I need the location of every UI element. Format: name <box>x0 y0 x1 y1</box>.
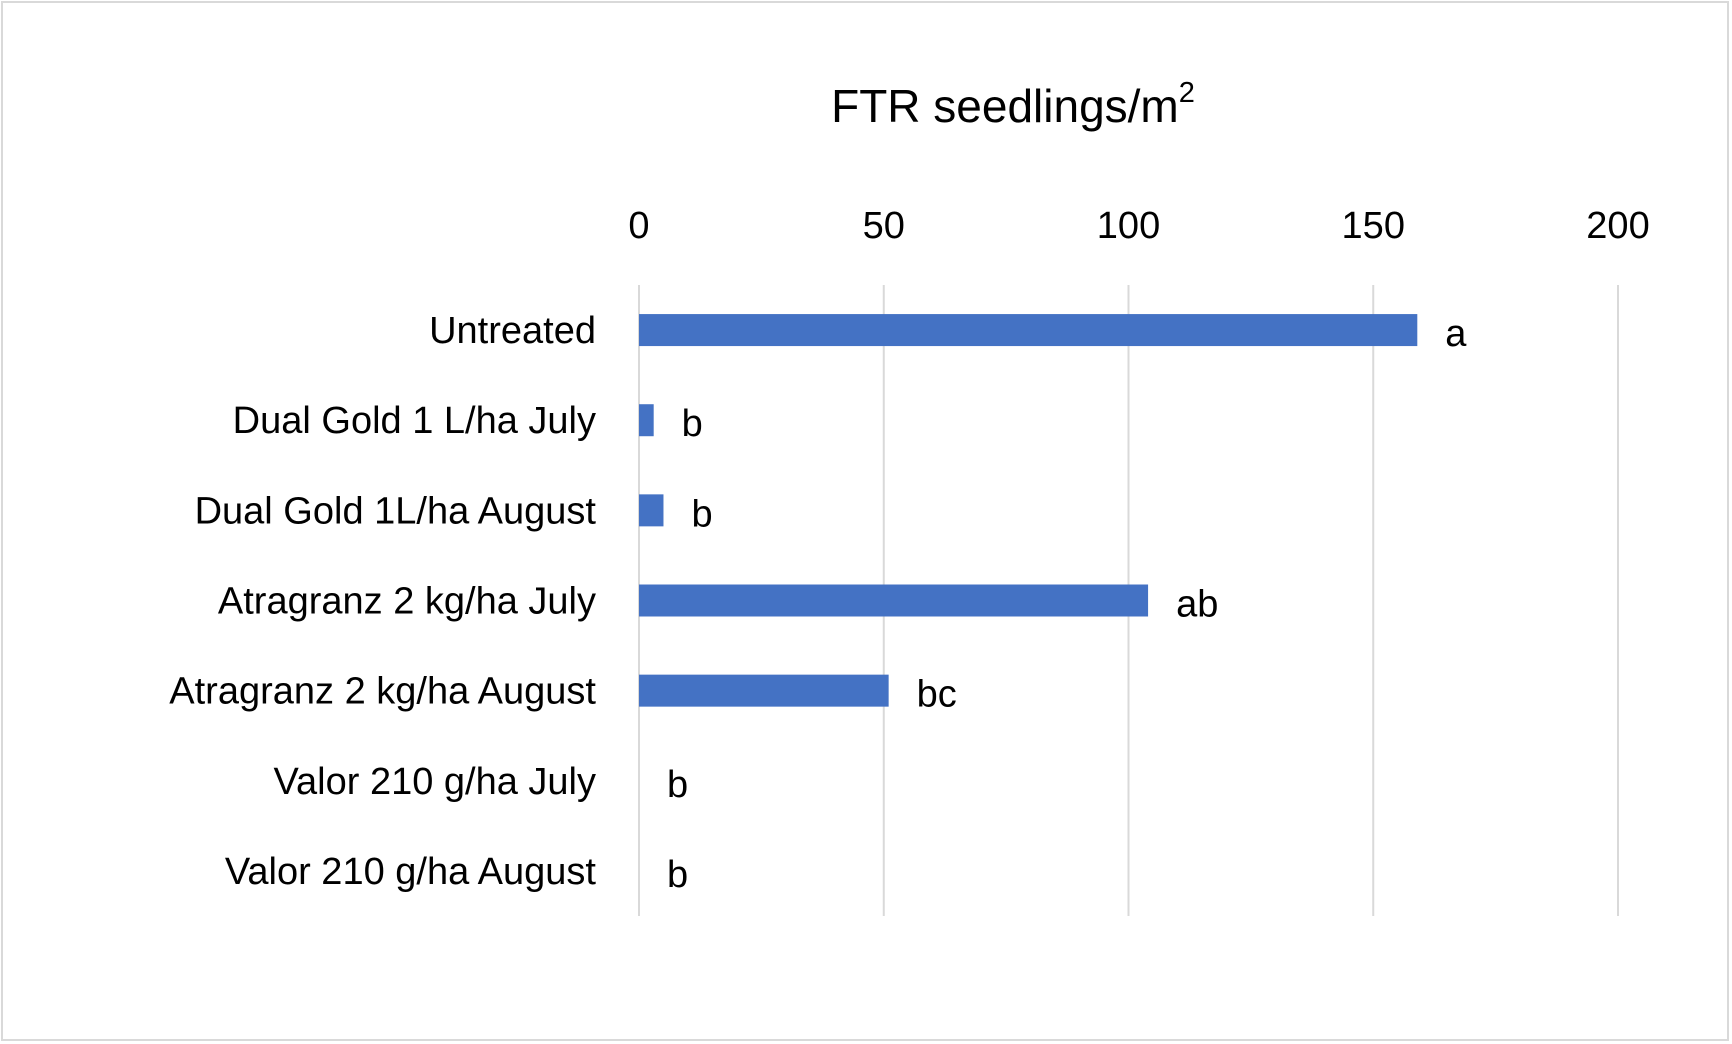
x-tick-label-100: 100 <box>1097 205 1160 247</box>
category-label-3: Atragranz 2 kg/ha July <box>218 581 596 623</box>
data-label-4: bc <box>917 674 957 716</box>
bar-3 <box>639 584 1149 617</box>
bar-0 <box>639 314 1418 347</box>
data-label-1: b <box>682 403 703 445</box>
data-label-2: b <box>691 493 712 535</box>
bars <box>639 314 1418 707</box>
x-tick-label-50: 50 <box>863 205 905 247</box>
category-label-6: Valor 210 g/ha August <box>225 851 597 893</box>
category-label-4: Atragranz 2 kg/ha August <box>169 671 596 713</box>
x-tick-label-150: 150 <box>1342 205 1405 247</box>
data-label-0: a <box>1445 313 1467 355</box>
bar-1 <box>639 404 654 437</box>
data-label-6: b <box>667 854 688 896</box>
category-label-5: Valor 210 g/ha July <box>274 761 597 803</box>
x-tick-label-200: 200 <box>1586 205 1649 247</box>
bar-4 <box>639 674 889 707</box>
category-label-0: Untreated <box>429 310 596 352</box>
x-axis-title: FTR seedlings/m2 <box>831 77 1195 132</box>
category-labels: Untreated Dual Gold 1 L/ha July Dual Gold … <box>169 310 596 893</box>
data-label-5: b <box>667 764 688 806</box>
category-label-2: Dual Gold 1L/ha August <box>195 490 597 532</box>
x-axis-ticks: 0 50 100 150 200 <box>628 205 1649 247</box>
category-label-1: Dual Gold 1 L/ha July <box>233 400 596 442</box>
x-tick-label-0: 0 <box>628 205 649 247</box>
data-label-3: ab <box>1176 584 1218 626</box>
bar-2 <box>639 494 664 527</box>
